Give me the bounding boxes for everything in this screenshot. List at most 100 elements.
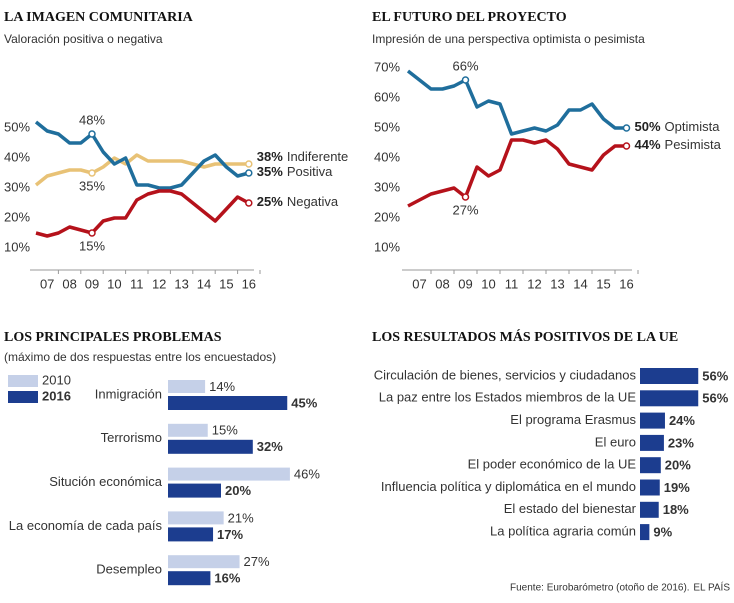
x-tick-label: 09 [458, 276, 472, 291]
value-label: 25% [257, 194, 283, 209]
y-tick-label: 20% [374, 209, 400, 224]
y-tick-label: 30% [4, 179, 30, 194]
line-series [34, 120, 250, 190]
legend-label: Indiferente [287, 149, 348, 164]
point-marker [245, 199, 253, 207]
y-tick-label: 20% [4, 209, 30, 224]
x-tick-label: 11 [505, 276, 519, 291]
x-tick-label: 15 [596, 276, 610, 291]
bar [640, 434, 664, 451]
end-label: 44% Pesimista [635, 137, 722, 152]
category-label: Circulación de bienes, servicios y ciuda… [374, 367, 637, 382]
chart-subtitle: (máximo de dos respuestas entre los encu… [4, 350, 276, 364]
value-label: 14% [209, 379, 235, 394]
x-tick-label: 16 [619, 276, 633, 291]
category-label: La paz entre los Estados miembros de la … [379, 390, 637, 405]
bar [168, 555, 240, 569]
legend-label: Negativa [287, 194, 339, 209]
value-label: 50% [635, 119, 661, 134]
y-tick-label: 50% [4, 119, 30, 134]
x-tick-label: 16 [242, 276, 256, 291]
source: Fuente: Eurobarómetro (otoño de 2016). [510, 583, 690, 594]
bar [168, 527, 214, 542]
bar [168, 439, 253, 454]
x-tick-label: 12 [527, 276, 541, 291]
x-tick-label: 10 [481, 276, 495, 291]
line-series [406, 69, 627, 136]
point-marker [245, 160, 253, 168]
y-tick-label: 40% [374, 149, 400, 164]
value-label: 66% [452, 58, 478, 73]
bar [168, 483, 221, 498]
bar [168, 380, 206, 393]
legend-swatch [8, 391, 38, 403]
legend-label: Optimista [665, 119, 721, 134]
category-label: El estado del bienestar [504, 501, 637, 516]
point-marker [88, 229, 96, 237]
x-tick-label: 15 [219, 276, 233, 291]
bar [640, 390, 699, 407]
x-tick-label: 07 [412, 276, 426, 291]
value-label: 46% [294, 467, 320, 482]
point-marker [245, 169, 253, 177]
point-marker [88, 169, 96, 177]
legend-label: Pesimista [665, 137, 722, 152]
value-label: 48% [79, 112, 105, 127]
bar [640, 457, 661, 474]
brand: EL PAÍS [693, 581, 730, 594]
x-tick-label: 08 [62, 276, 76, 291]
value-label: 20% [665, 458, 691, 473]
line-series [35, 189, 250, 238]
x-tick-label: 11 [130, 276, 144, 291]
chart-title: LOS PRINCIPALES PROBLEMAS [4, 330, 222, 345]
x-tick-label: 13 [550, 276, 564, 291]
line-series [407, 138, 627, 208]
value-label: 56% [702, 391, 728, 406]
y-tick-label: 40% [4, 149, 30, 164]
value-label: 21% [228, 510, 254, 525]
category-label: El poder económico de la UE [468, 457, 637, 472]
value-label: 16% [214, 571, 240, 586]
category-label: Desempleo [96, 562, 162, 577]
category-label: Terrorismo [101, 430, 162, 445]
y-tick-label: 10% [4, 239, 30, 254]
bar [168, 511, 224, 525]
point-marker [461, 193, 470, 201]
value-label: 18% [663, 502, 689, 517]
y-tick-label: 30% [374, 179, 400, 194]
value-label: 24% [669, 413, 695, 428]
value-label: 35% [79, 178, 105, 193]
bar [640, 524, 650, 541]
bar [640, 368, 699, 384]
x-tick-label: 13 [174, 276, 188, 291]
x-tick-label: 12 [152, 276, 166, 291]
bar [640, 501, 659, 518]
bar [168, 571, 211, 586]
value-label: 19% [664, 480, 690, 495]
x-tick-label: 10 [107, 276, 121, 291]
value-label: 15% [212, 423, 238, 438]
end-label: 25% Negativa [257, 194, 339, 209]
chart-title: LA IMAGEN COMUNITARIA [4, 10, 194, 25]
category-label: La política agraria común [490, 524, 636, 539]
category-label: La economía de cada país [9, 518, 163, 533]
end-label: 38% Indiferente [257, 149, 348, 164]
line-series [34, 153, 249, 187]
legend-label: Positiva [287, 164, 333, 179]
x-tick-label: 14 [197, 276, 211, 291]
bar [168, 423, 208, 437]
bar [640, 479, 660, 496]
value-label: 32% [257, 439, 283, 454]
end-label: 50% Optimista [635, 119, 721, 134]
legend-label: 2010 [42, 372, 71, 387]
chart-title: EL FUTURO DEL PROYECTO [372, 10, 567, 25]
point-marker [622, 142, 631, 150]
category-label: El euro [595, 434, 636, 449]
value-label: 35% [257, 164, 283, 179]
category-label: Situción económica [49, 474, 162, 489]
category-label: Influencia política y diplomática en el … [381, 479, 636, 494]
category-label: El programa Erasmus [510, 412, 636, 427]
x-tick-label: 14 [573, 276, 587, 291]
